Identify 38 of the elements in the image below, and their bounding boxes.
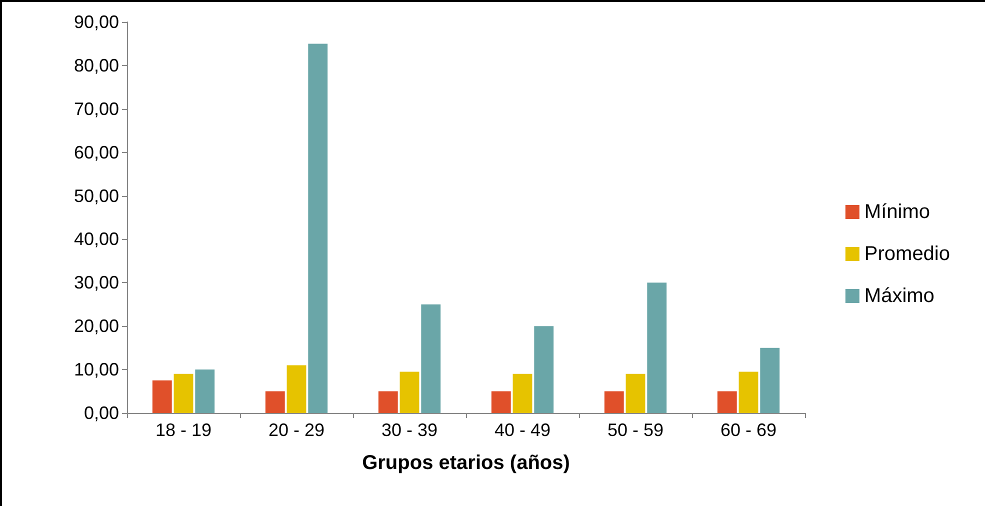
- y-tick-label: 0,00: [84, 403, 119, 423]
- legend-label: Máximo: [864, 285, 934, 307]
- bar: [512, 374, 532, 413]
- y-tick-label: 40,00: [74, 229, 119, 250]
- bar: [152, 380, 172, 413]
- bar: [491, 391, 511, 413]
- bar: [400, 372, 420, 413]
- x-tick-label: 60 - 69: [720, 420, 777, 440]
- bar: [174, 374, 194, 413]
- bar: [421, 304, 441, 413]
- y-tick-label: 50,00: [74, 186, 119, 206]
- x-tick-label: 40 - 49: [494, 420, 551, 440]
- bar: [286, 365, 306, 413]
- legend-label: Mínimo: [864, 201, 930, 223]
- bar: [760, 348, 780, 413]
- bar: [534, 326, 554, 413]
- x-axis-title: Grupos etarios (años): [362, 452, 570, 474]
- bar: [604, 391, 624, 413]
- x-tick-label: 30 - 39: [381, 420, 438, 440]
- bar: [738, 372, 758, 413]
- y-tick-label: 60,00: [74, 142, 119, 162]
- bar: [626, 374, 646, 413]
- y-tick-label: 70,00: [74, 98, 119, 119]
- bar: [378, 391, 398, 413]
- y-tick-label: 30,00: [74, 272, 119, 293]
- legend-label: Promedio: [864, 243, 950, 265]
- x-tick-label: 50 - 59: [607, 420, 664, 440]
- x-tick-label: 18 - 19: [155, 420, 212, 440]
- bar: [195, 370, 215, 413]
- y-tick-label: 10,00: [74, 360, 119, 380]
- bar: [647, 282, 667, 413]
- y-tick-label: 90,00: [74, 12, 119, 32]
- x-tick-label: 20 - 29: [268, 420, 325, 440]
- y-tick-label: 80,00: [74, 55, 119, 76]
- bar: [717, 391, 737, 413]
- y-tick-label: 20,00: [74, 316, 119, 336]
- bar: [265, 391, 285, 413]
- bar: [308, 44, 328, 413]
